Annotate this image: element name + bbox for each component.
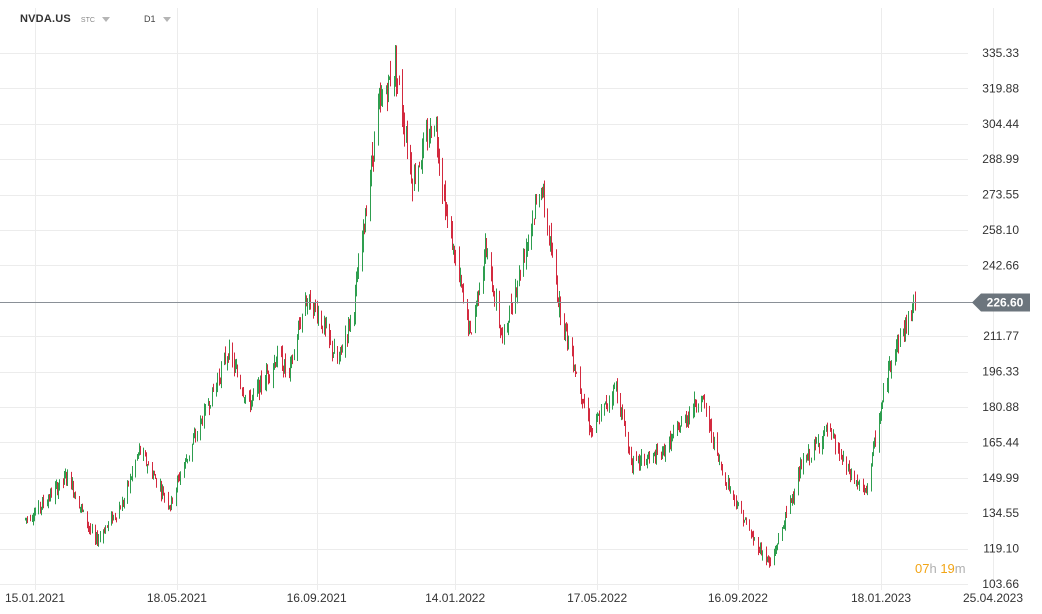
x-tick-label: 16.09.2021 <box>287 591 347 605</box>
symbol-label: NVDA.US <box>20 13 71 25</box>
y-tick-label: 119.10 <box>983 542 1019 556</box>
countdown-hours-unit: h <box>929 561 937 576</box>
y-tick-label: 103.66 <box>982 577 1019 591</box>
x-tick-label: 25.04.2023 <box>963 591 1023 605</box>
current-price-label: 226.60 <box>987 296 1024 310</box>
x-tick-label: 18.01.2023 <box>851 591 911 605</box>
timeframe-selector[interactable]: D1 <box>144 8 171 30</box>
candles <box>25 44 916 568</box>
chevron-down-icon <box>162 17 171 22</box>
y-tick-label: 335.33 <box>982 46 1019 60</box>
y-tick-label: 196.33 <box>982 365 1019 379</box>
symbol-selector[interactable]: NVDA.US STC <box>20 8 110 30</box>
grid <box>0 8 994 590</box>
timeframe-label: D1 <box>144 14 156 24</box>
x-tick-label: 15.01.2021 <box>5 591 65 605</box>
y-tick-label: 165.44 <box>982 435 1019 449</box>
countdown-minutes: 19 <box>940 561 955 576</box>
x-tick-label: 16.09.2022 <box>708 591 768 605</box>
current-price-tag <box>972 293 1030 312</box>
candle-countdown: 07h 19m <box>915 561 966 576</box>
x-tick-label: 17.05.2022 <box>567 591 627 605</box>
y-tick-label: 149.99 <box>982 471 1019 485</box>
countdown-hours: 07 <box>915 561 930 576</box>
market-label: STC <box>80 16 95 24</box>
y-tick-label: 258.10 <box>982 223 1019 237</box>
countdown-minutes-unit: m <box>954 561 966 576</box>
y-tick-label: 273.55 <box>982 188 1019 202</box>
y-tick-label: 211.77 <box>983 329 1019 343</box>
chevron-down-icon <box>101 17 110 22</box>
y-tick-label: 319.88 <box>982 81 1019 95</box>
y-tick-label: 242.66 <box>982 258 1019 272</box>
y-axis: 335.33 319.88 304.44 288.99 273.55 258.10 242.… <box>982 46 1019 591</box>
x-tick-label: 18.05.2021 <box>147 591 207 605</box>
current-price: 226.60 <box>0 293 1030 312</box>
y-tick-label: 134.55 <box>982 506 1019 520</box>
y-tick-label: 180.88 <box>982 400 1019 414</box>
x-tick-label: 14.01.2022 <box>425 591 485 605</box>
x-axis: 15.01.2021 18.05.2021 16.09.2021 14.01.2022… <box>5 591 1023 605</box>
y-tick-label: 304.44 <box>982 117 1019 131</box>
y-tick-label: 288.99 <box>982 152 1019 166</box>
